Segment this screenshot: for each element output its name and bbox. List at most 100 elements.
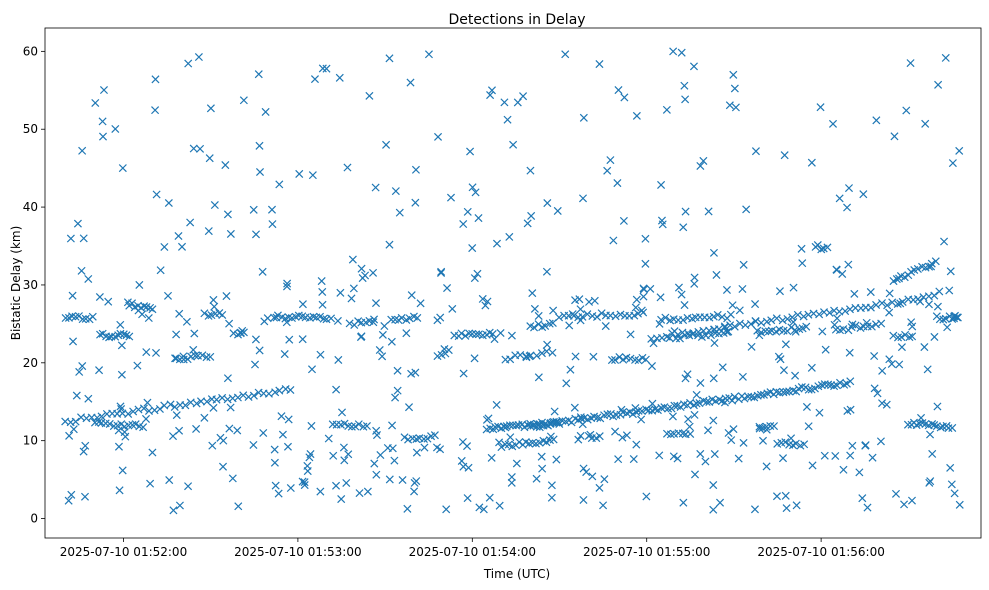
detection-point: [538, 464, 547, 473]
detection-point: [669, 47, 678, 56]
detection-point: [189, 144, 198, 153]
detection-point: [172, 330, 181, 339]
detection-point: [626, 330, 635, 339]
detection-point: [298, 300, 307, 309]
detection-point: [772, 492, 781, 501]
detection-point: [897, 343, 906, 352]
track-point: [397, 313, 406, 322]
track-point: [597, 309, 606, 318]
y-tick-label: 60: [23, 44, 38, 58]
detection-point: [868, 453, 877, 462]
track-point: [488, 329, 497, 339]
detection-point: [655, 451, 664, 460]
detection-point: [703, 426, 713, 435]
detection-point: [839, 465, 848, 474]
track-point: [549, 417, 558, 426]
detection-point: [582, 468, 591, 477]
detection-point: [876, 437, 885, 446]
detection-point: [778, 454, 788, 463]
detection-point: [492, 400, 501, 409]
track-point: [815, 310, 824, 319]
detection-point: [357, 264, 366, 273]
detection-point: [507, 473, 516, 482]
detection-point: [111, 124, 120, 133]
detection-point: [496, 328, 505, 338]
track-point: [769, 422, 779, 431]
track-point: [730, 322, 739, 331]
track-point: [160, 401, 169, 410]
track-point: [532, 351, 541, 360]
detection-point: [340, 456, 349, 465]
detection-point: [383, 443, 392, 452]
track-point: [666, 430, 675, 439]
track-point: [472, 330, 481, 339]
detection-point: [828, 119, 838, 128]
y-axis: 0 10 20 30 40 50 60: [23, 44, 45, 526]
detection-point: [878, 366, 887, 375]
detection-point: [416, 299, 425, 308]
x-tick-label: 2025-07-10 01:56:00: [757, 545, 884, 559]
track-point: [772, 387, 781, 396]
track-point: [88, 312, 97, 321]
detection-point: [190, 329, 199, 338]
detection-point: [742, 205, 751, 214]
x-tick-label: 2025-07-10 01:52:00: [60, 545, 187, 559]
detection-point: [322, 64, 331, 73]
track-point: [637, 407, 646, 416]
track-point: [930, 291, 939, 300]
x-tick-label: 2025-07-10 01:54:00: [409, 545, 536, 559]
detection-point: [481, 301, 490, 310]
detection-point: [808, 461, 817, 470]
detection-point: [507, 478, 516, 487]
detection-point: [339, 443, 348, 452]
detection-point: [902, 106, 911, 115]
track-point: [820, 380, 829, 389]
detection-point: [404, 403, 414, 412]
detection-point: [370, 459, 379, 468]
detection-point: [205, 154, 214, 163]
detection-point: [639, 285, 648, 294]
detection-point: [550, 407, 559, 416]
detection-point: [280, 350, 289, 359]
detection-point: [333, 316, 342, 325]
detection-point: [251, 230, 261, 239]
track-point: [327, 314, 336, 323]
track-point: [664, 404, 673, 413]
detection-point: [144, 314, 153, 323]
detection-point: [815, 408, 824, 417]
detection-point: [495, 438, 504, 447]
detection-point: [738, 372, 747, 381]
track-point: [841, 307, 850, 316]
track-point: [131, 420, 140, 429]
detection-point: [807, 158, 816, 167]
track-point: [823, 243, 832, 252]
detection-point: [724, 428, 733, 437]
detection-point: [690, 470, 700, 479]
detection-point: [523, 219, 532, 228]
track-point: [653, 406, 662, 415]
track-point: [718, 312, 727, 321]
detection-point: [372, 431, 381, 440]
track-point: [719, 328, 728, 338]
track-point: [936, 423, 945, 432]
detection-point: [907, 496, 917, 505]
track-point: [577, 414, 586, 423]
detection-point: [459, 369, 468, 378]
track-point: [615, 353, 624, 362]
track-point: [271, 388, 280, 397]
track-point: [530, 323, 539, 332]
detection-point: [95, 292, 104, 302]
track-point: [706, 331, 715, 340]
track-point: [679, 316, 688, 325]
detection-point: [674, 283, 683, 292]
detection-point: [275, 180, 284, 189]
track-point: [930, 421, 939, 430]
detection-point: [934, 80, 943, 89]
detection-point: [98, 132, 108, 141]
detection-point: [164, 198, 173, 208]
detection-point: [716, 498, 725, 507]
detection-point: [941, 53, 950, 62]
detection-point: [209, 295, 218, 304]
detection-point: [487, 453, 496, 462]
detection-point: [406, 78, 415, 87]
